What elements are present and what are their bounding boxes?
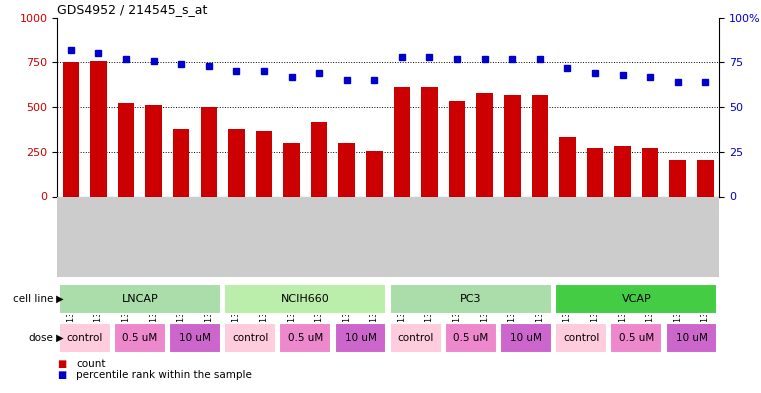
Bar: [279, 323, 331, 353]
Bar: [610, 323, 662, 353]
Text: control: control: [232, 333, 269, 343]
Bar: [476, 93, 493, 196]
Bar: [366, 151, 383, 196]
Text: 0.5 uM: 0.5 uM: [454, 333, 489, 343]
Bar: [224, 323, 276, 353]
Bar: [445, 323, 497, 353]
Bar: [256, 131, 272, 196]
Text: PC3: PC3: [460, 294, 482, 304]
Bar: [531, 95, 548, 196]
Bar: [642, 148, 658, 196]
Text: dose: dose: [28, 333, 53, 343]
Bar: [556, 284, 718, 314]
Bar: [587, 148, 603, 196]
Text: GDS4952 / 214545_s_at: GDS4952 / 214545_s_at: [57, 4, 208, 17]
Bar: [614, 147, 631, 196]
Text: VCAP: VCAP: [622, 294, 651, 304]
Text: 10 uM: 10 uM: [345, 333, 377, 343]
Bar: [224, 284, 387, 314]
Text: count: count: [76, 358, 106, 369]
Text: 10 uM: 10 uM: [179, 333, 211, 343]
Bar: [421, 86, 438, 196]
Bar: [556, 323, 607, 353]
Bar: [145, 105, 162, 196]
Bar: [90, 61, 107, 196]
Text: 0.5 uM: 0.5 uM: [288, 333, 323, 343]
Text: percentile rank within the sample: percentile rank within the sample: [76, 370, 252, 380]
Bar: [500, 323, 552, 353]
Text: LNCAP: LNCAP: [122, 294, 158, 304]
Bar: [62, 62, 79, 196]
Text: cell line: cell line: [13, 294, 53, 304]
Bar: [283, 143, 300, 196]
Text: 0.5 uM: 0.5 uM: [123, 333, 158, 343]
Bar: [335, 323, 387, 353]
Text: 0.5 uM: 0.5 uM: [619, 333, 654, 343]
Text: 10 uM: 10 uM: [510, 333, 542, 343]
Text: control: control: [563, 333, 600, 343]
Bar: [59, 323, 110, 353]
Bar: [393, 87, 410, 196]
Bar: [200, 107, 217, 196]
Bar: [697, 160, 714, 196]
Text: ■: ■: [57, 358, 66, 369]
Bar: [118, 103, 134, 196]
Bar: [339, 143, 355, 196]
Bar: [390, 323, 441, 353]
Bar: [449, 101, 465, 196]
Bar: [173, 129, 189, 196]
Text: 10 uM: 10 uM: [676, 333, 708, 343]
Text: ▶: ▶: [53, 333, 64, 343]
Bar: [228, 129, 244, 196]
Text: NCIH660: NCIH660: [281, 294, 330, 304]
Bar: [310, 122, 327, 196]
Text: ▶: ▶: [53, 294, 64, 304]
Bar: [559, 137, 575, 196]
Bar: [59, 284, 221, 314]
Bar: [114, 323, 166, 353]
Text: control: control: [397, 333, 434, 343]
Text: ■: ■: [57, 370, 66, 380]
Bar: [670, 160, 686, 196]
Bar: [666, 323, 718, 353]
Bar: [390, 284, 552, 314]
Bar: [169, 323, 221, 353]
Text: control: control: [66, 333, 103, 343]
Bar: [504, 95, 521, 196]
